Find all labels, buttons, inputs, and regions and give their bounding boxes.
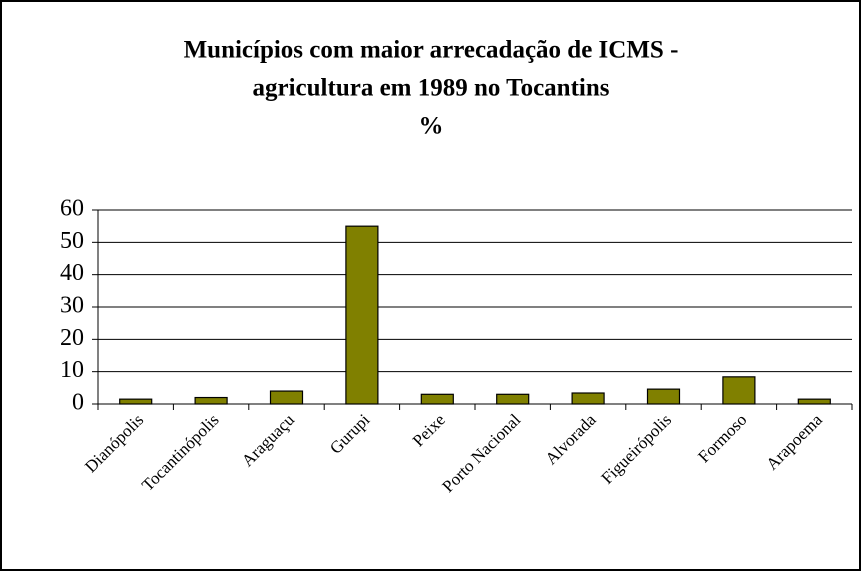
chart-title: agricultura em 1989 no Tocantins bbox=[253, 75, 610, 102]
bar bbox=[571, 392, 605, 405]
y-tick-label: 40 bbox=[60, 260, 84, 286]
y-tick-label: 0 bbox=[72, 390, 84, 416]
bar bbox=[119, 398, 153, 405]
bar bbox=[420, 393, 454, 405]
y-tick-label: 50 bbox=[60, 228, 84, 254]
bar bbox=[496, 393, 530, 405]
bar bbox=[194, 396, 228, 405]
bar bbox=[269, 390, 304, 405]
bar bbox=[722, 376, 756, 405]
chart-title: % bbox=[419, 113, 444, 140]
y-tick-label: 30 bbox=[60, 293, 84, 319]
y-tick-label: 60 bbox=[60, 196, 84, 222]
bar bbox=[646, 388, 681, 405]
y-tick-label: 20 bbox=[60, 325, 84, 351]
chart-title: Municípios com maior arrecadação de ICMS… bbox=[184, 37, 679, 64]
y-tick-label: 10 bbox=[60, 357, 84, 383]
bar bbox=[797, 398, 831, 405]
bar bbox=[345, 225, 379, 405]
